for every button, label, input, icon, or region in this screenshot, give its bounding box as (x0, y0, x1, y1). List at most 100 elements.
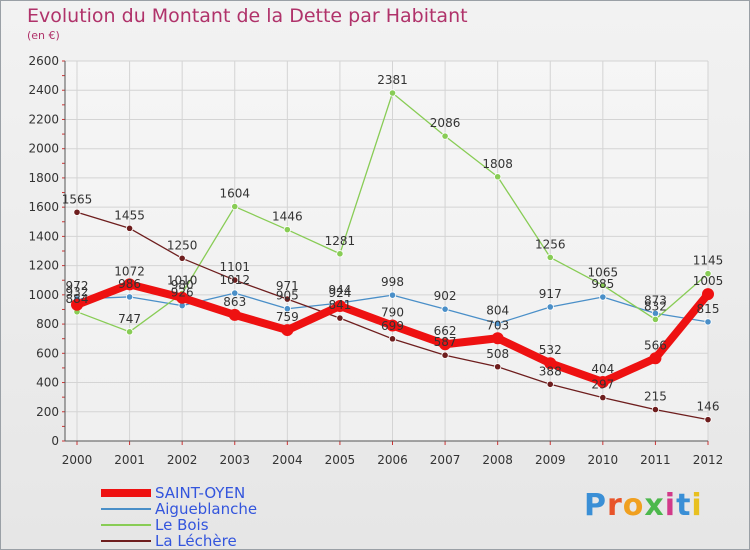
x-tick-label: 2002 (167, 453, 198, 467)
data-point-la-lechere (283, 295, 291, 303)
y-tick-label: 2200 (28, 112, 59, 126)
data-label-saint-oyen: 863 (223, 295, 246, 309)
data-point-la-lechere (336, 314, 344, 322)
x-tick-label: 2007 (430, 453, 461, 467)
data-label-saint-oyen: 759 (276, 310, 299, 324)
data-point-aigueblanche (441, 305, 449, 313)
data-point-la-lechere (388, 335, 397, 343)
data-point-aigueblanche (494, 319, 502, 328)
data-label-saint-oyen: 924 (328, 286, 351, 300)
data-label-saint-oyen: 790 (381, 306, 404, 320)
y-tick-label: 600 (36, 346, 59, 360)
data-point-aigueblanche (546, 303, 554, 311)
y-tick-label: 1600 (28, 200, 59, 214)
legend-item-la-lechere: La Léchère (101, 532, 237, 550)
data-point-la-lechere (441, 351, 449, 359)
x-tick-label: 2006 (377, 453, 408, 467)
y-tick-label: 800 (36, 317, 59, 331)
chart-title: Evolution du Montant de la Dette par Hab… (27, 5, 468, 27)
proxiti-logo: Proxiti (584, 488, 703, 523)
data-point-saint-oyen (281, 324, 294, 337)
y-tick-label: 1000 (28, 288, 59, 302)
data-label-le-bois: 1065 (588, 265, 619, 279)
data-label-aigueblanche: 1012 (219, 273, 250, 287)
data-label-aigueblanche: 944 (328, 283, 351, 297)
x-tick-label: 2004 (272, 453, 303, 467)
data-label-saint-oyen: 932 (66, 285, 89, 299)
legend-item-saint-oyen: SAINT-OYEN (101, 484, 245, 502)
x-tick-label: 2012 (693, 453, 724, 467)
data-label-saint-oyen: 1072 (114, 264, 145, 278)
data-point-le-bois (441, 132, 449, 140)
x-tick-label: 2009 (535, 453, 566, 467)
legend-swatch-la-lechere (101, 540, 151, 542)
data-point-saint-oyen (228, 308, 241, 321)
legend-item-aigueblanche: Aigueblanche (101, 500, 257, 518)
data-label-aigueblanche: 972 (66, 279, 89, 293)
data-label-le-bois: 2086 (430, 116, 461, 130)
x-tick-label: 2010 (588, 453, 619, 467)
data-label-la-lechere: 1101 (219, 260, 250, 274)
data-point-aigueblanche (704, 318, 712, 326)
data-label-la-lechere: 508 (486, 347, 509, 361)
data-point-saint-oyen (176, 291, 189, 304)
data-point-le-bois (283, 226, 291, 234)
data-label-saint-oyen: 980 (171, 278, 194, 292)
data-label-le-bois: 1145 (693, 254, 724, 268)
data-label-le-bois: 832 (644, 299, 667, 313)
y-tick-label: 400 (36, 376, 59, 390)
data-label-le-bois: 1010 (167, 273, 198, 287)
data-label-aigueblanche: 985 (591, 277, 614, 291)
data-point-le-bois (599, 281, 607, 289)
legend-label-la-lechere: La Léchère (155, 532, 237, 550)
data-label-le-bois: 1604 (219, 187, 250, 201)
y-tick-label: 1200 (28, 259, 59, 273)
y-tick-label: 2000 (28, 142, 59, 156)
legend-swatch-saint-oyen (101, 489, 151, 497)
data-point-la-lechere (704, 416, 712, 424)
data-label-aigueblanche: 986 (118, 277, 141, 291)
data-point-saint-oyen (386, 319, 399, 332)
data-point-la-lechere (546, 380, 554, 388)
data-point-la-lechere (494, 363, 502, 371)
y-tick-label: 2600 (28, 54, 59, 68)
data-point-le-bois (651, 315, 660, 323)
data-label-saint-oyen: 532 (539, 343, 562, 357)
x-tick-label: 2005 (325, 453, 356, 467)
data-point-le-bois (494, 173, 502, 181)
data-label-la-lechere: 1250 (167, 238, 198, 252)
data-point-saint-oyen (71, 298, 83, 311)
data-label-aigueblanche: 926 (171, 286, 194, 300)
data-point-saint-oyen (544, 357, 557, 370)
data-point-la-lechere (178, 254, 186, 262)
data-label-aigueblanche: 998 (381, 275, 404, 289)
data-label-la-lechere: 699 (381, 319, 404, 333)
data-label-aigueblanche: 902 (434, 289, 457, 303)
data-label-aigueblanche: 815 (697, 302, 720, 316)
legend-swatch-aigueblanche (101, 508, 151, 510)
data-point-aigueblanche (388, 291, 397, 299)
data-label-aigueblanche: 917 (539, 287, 562, 301)
data-label-le-bois: 1256 (535, 237, 566, 251)
x-tick-label: 2000 (62, 453, 93, 467)
data-label-le-bois: 2381 (377, 73, 408, 87)
data-point-aigueblanche (283, 305, 291, 313)
data-point-saint-oyen (702, 288, 714, 301)
data-point-saint-oyen (333, 299, 346, 312)
data-label-aigueblanche: 804 (486, 303, 509, 317)
data-point-saint-oyen (439, 338, 452, 351)
data-point-le-bois (704, 270, 712, 278)
x-tick-label: 2001 (114, 453, 145, 467)
data-label-la-lechere: 1455 (114, 208, 145, 222)
data-point-le-bois (336, 250, 344, 258)
data-point-le-bois (231, 202, 239, 211)
y-tick-label: 200 (36, 405, 59, 419)
data-label-le-bois: 747 (118, 312, 141, 326)
data-label-la-lechere: 1565 (62, 192, 93, 206)
data-point-le-bois (125, 328, 134, 336)
data-label-la-lechere: 971 (276, 279, 299, 293)
data-label-le-bois: 1808 (482, 157, 513, 171)
data-label-saint-oyen: 662 (434, 324, 457, 338)
